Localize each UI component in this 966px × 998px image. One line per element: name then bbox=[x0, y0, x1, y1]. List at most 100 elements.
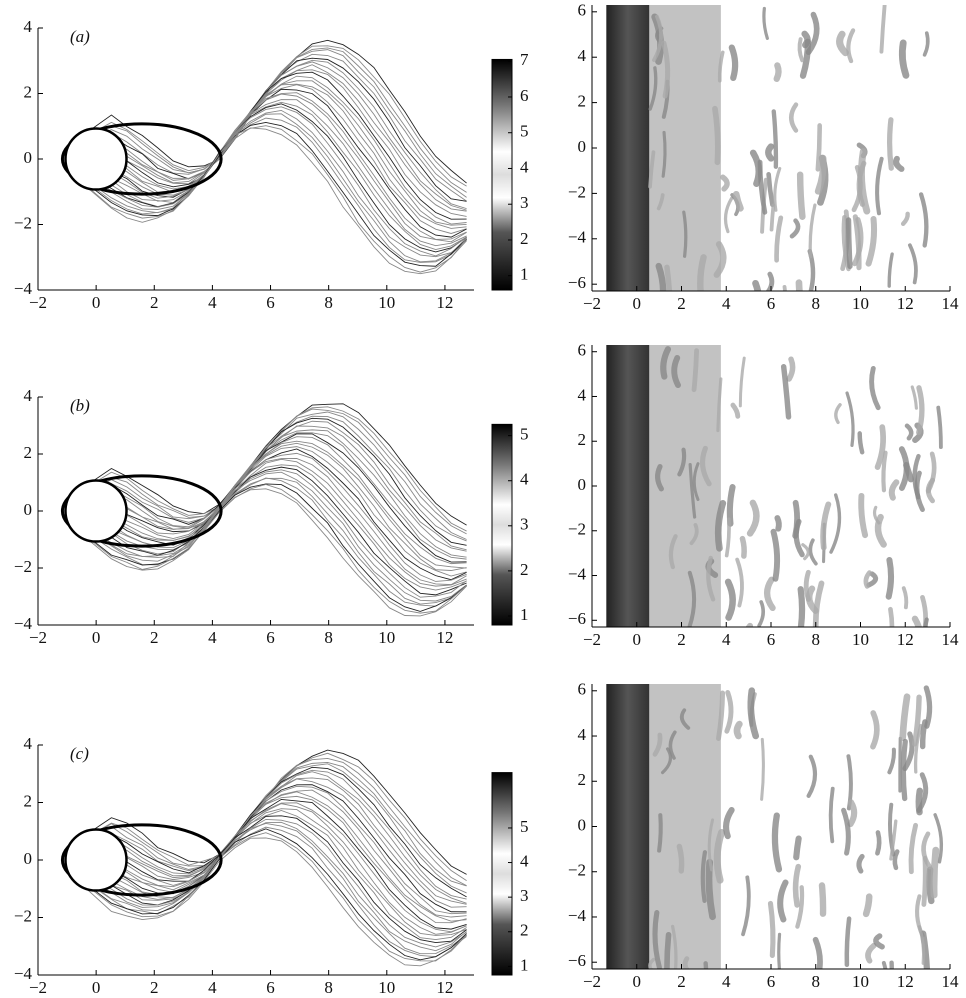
vortex-tube bbox=[773, 62, 782, 82]
contour-line bbox=[68, 80, 467, 226]
vortex-tube bbox=[712, 105, 721, 166]
y-tick-label: −4 bbox=[568, 906, 587, 925]
y-tick-label: 0 bbox=[578, 475, 587, 494]
vortex-tube bbox=[717, 50, 725, 83]
vortex-tube bbox=[789, 218, 801, 239]
y-tick-label: −2 bbox=[568, 861, 586, 880]
vortex-tube bbox=[875, 830, 882, 856]
y-tick-label: 4 bbox=[578, 46, 587, 65]
vortex-tube bbox=[841, 807, 851, 856]
contour-line bbox=[68, 832, 467, 962]
x-tick-label: 8 bbox=[324, 628, 333, 647]
vortex-tube bbox=[805, 11, 820, 56]
vortex-tube bbox=[682, 956, 690, 969]
vortex-tube bbox=[780, 364, 792, 420]
x-tick-label: 0 bbox=[92, 293, 101, 312]
vortex-tube bbox=[687, 570, 697, 627]
x-tick-label: −2 bbox=[583, 630, 601, 649]
vortex-tube bbox=[874, 513, 887, 548]
vortex-tube bbox=[689, 523, 699, 546]
x-tick-label: 0 bbox=[633, 972, 642, 991]
cylinder bbox=[64, 479, 128, 543]
contour-line bbox=[68, 469, 467, 598]
vortex-tube bbox=[764, 576, 776, 612]
y-tick-label: 0 bbox=[578, 137, 587, 156]
y-tick-label: −4 bbox=[568, 228, 587, 247]
vortex-tube bbox=[901, 586, 909, 610]
vortex-tube bbox=[655, 464, 664, 492]
y-tick-label: 2 bbox=[24, 791, 33, 810]
x-tick-label: 2 bbox=[677, 630, 686, 649]
vortex-tube bbox=[757, 159, 768, 215]
vortex-tube bbox=[652, 732, 663, 757]
contour-line bbox=[68, 446, 467, 577]
panel-isosurface: −2 0 2 4 6 8 10 12 14 −6 −4 −2 0 2 4 6 bbox=[568, 1, 960, 313]
y-tick-label: 4 bbox=[24, 17, 33, 36]
contour-line bbox=[68, 71, 467, 220]
x-tick-label: 14 bbox=[942, 294, 960, 313]
colorbar-tick-label: 2 bbox=[520, 229, 529, 248]
vortex-tube bbox=[845, 217, 853, 270]
vortex-tube bbox=[792, 863, 802, 908]
vortex-tube bbox=[911, 615, 923, 627]
contour-line bbox=[68, 88, 467, 238]
x-tick-label: 10 bbox=[378, 978, 395, 997]
colorbar-tick-label: 1 bbox=[520, 265, 529, 284]
x-tick-label: 6 bbox=[767, 972, 776, 991]
panel-label: (c) bbox=[70, 744, 89, 763]
y-tick-label: −2 bbox=[568, 520, 586, 539]
contour-line bbox=[68, 442, 467, 571]
vortex-tube bbox=[648, 66, 658, 111]
vortex-tube bbox=[697, 254, 707, 291]
colorbar-tick-label: 1 bbox=[520, 605, 529, 624]
vortex-tube bbox=[723, 196, 734, 234]
vortex-tube bbox=[739, 535, 747, 559]
x-tick-label: −2 bbox=[29, 628, 47, 647]
y-tick-label: 0 bbox=[24, 849, 33, 868]
contour-line bbox=[68, 436, 467, 565]
vortex-tube bbox=[774, 515, 782, 532]
vortex-tube bbox=[852, 214, 862, 271]
vortex-tube bbox=[745, 622, 754, 627]
y-tick-label: 2 bbox=[578, 430, 587, 449]
vortex-tube bbox=[820, 501, 832, 551]
contour-line bbox=[68, 109, 467, 258]
colorbar-tick-label: 3 bbox=[520, 193, 529, 212]
vortex-tube bbox=[916, 772, 929, 813]
colorbar bbox=[491, 423, 513, 626]
vortex-tube bbox=[844, 916, 852, 968]
contour-line bbox=[68, 61, 467, 211]
contour-line bbox=[68, 803, 467, 935]
contour-line bbox=[68, 69, 467, 217]
vortex-tube bbox=[735, 557, 744, 608]
x-tick-label: 4 bbox=[208, 628, 217, 647]
colorbar-tick-label: 4 bbox=[520, 157, 529, 176]
vortex-tube bbox=[828, 786, 835, 844]
vortex-tube bbox=[705, 858, 716, 921]
colorbar-tick-label: 1 bbox=[520, 955, 529, 974]
contour-line bbox=[68, 771, 467, 904]
field-image bbox=[606, 684, 944, 969]
x-tick-label: 8 bbox=[324, 978, 333, 997]
vortex-tube bbox=[834, 403, 842, 425]
vortex-tube bbox=[670, 924, 678, 969]
vortex-tube bbox=[692, 462, 700, 502]
vortex-tube bbox=[774, 215, 784, 263]
vortex-tube bbox=[865, 215, 878, 267]
vortex-tube bbox=[773, 166, 782, 212]
vortex-tube bbox=[714, 499, 727, 552]
vortex-tube bbox=[863, 570, 872, 589]
wake-envelope bbox=[60, 823, 223, 897]
contour-line bbox=[68, 778, 467, 908]
vortex-tube bbox=[786, 356, 796, 382]
vortex-tube bbox=[803, 569, 811, 602]
contour-line bbox=[68, 125, 467, 273]
vortex-tube bbox=[657, 813, 663, 853]
panel-label: (a) bbox=[70, 27, 90, 46]
contour-line bbox=[68, 791, 467, 922]
vortex-tube bbox=[885, 556, 895, 600]
x-tick-label: 10 bbox=[852, 294, 869, 313]
vortex-tube bbox=[913, 723, 923, 774]
y-tick-label: 0 bbox=[24, 148, 33, 167]
